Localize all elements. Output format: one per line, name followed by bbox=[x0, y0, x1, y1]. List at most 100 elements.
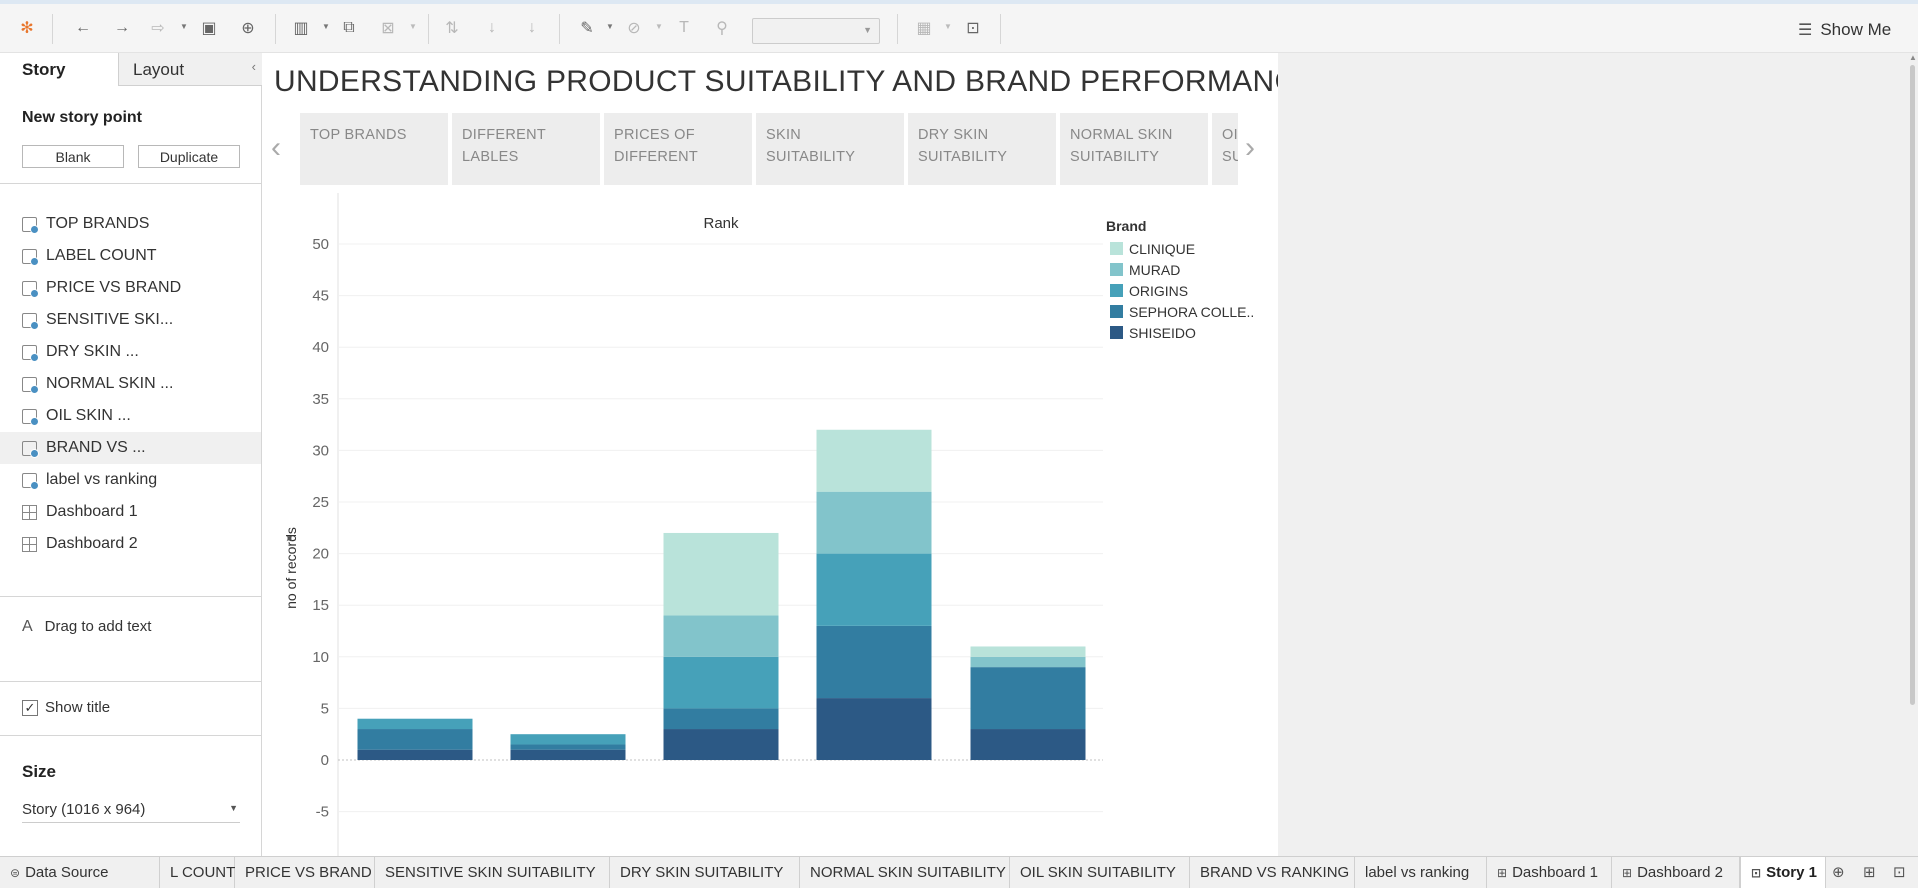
clear-sheet-icon[interactable]: ⊠ bbox=[381, 20, 395, 37]
bar-segment[interactable] bbox=[510, 734, 626, 745]
legend-swatch[interactable] bbox=[1110, 242, 1123, 255]
bar-segment[interactable] bbox=[970, 656, 1086, 668]
highlight-icon[interactable]: ✎ bbox=[580, 20, 594, 37]
bar-segment[interactable] bbox=[357, 718, 473, 730]
new-worksheet-dropdown-icon[interactable]: ▼ bbox=[322, 22, 330, 31]
bar-segment[interactable] bbox=[663, 532, 779, 616]
tab-layout[interactable]: Layout ‹ bbox=[118, 53, 262, 86]
group-dropdown-icon[interactable]: ▼ bbox=[655, 22, 663, 31]
story-point-item[interactable]: NORMAL SKIN ... bbox=[0, 368, 261, 400]
sort-descending-icon[interactable]: ↓ bbox=[528, 19, 536, 36]
bar-segment[interactable] bbox=[816, 553, 932, 626]
story-point-caption[interactable]: PRICES OF DIFFERENT bbox=[604, 113, 754, 185]
group-members-icon[interactable]: ⊘ bbox=[627, 20, 641, 37]
sheet-tab[interactable]: L COUNT bbox=[160, 857, 235, 888]
save-icon[interactable]: ▣ bbox=[201, 20, 217, 37]
replay-icon[interactable]: ⇨ bbox=[151, 20, 165, 37]
story-point-caption[interactable]: DRY SKIN SUITABILITY bbox=[908, 113, 1058, 185]
legend-swatch[interactable] bbox=[1110, 305, 1123, 318]
size-select[interactable]: ▼ Story (1016 x 964) bbox=[22, 801, 240, 823]
story-point-item[interactable]: SENSITIVE SKI... bbox=[0, 304, 261, 336]
story-point-item[interactable]: OIL SKIN ... bbox=[0, 400, 261, 432]
sheet-tab[interactable]: SENSITIVE SKIN SUITABILITY bbox=[375, 857, 610, 888]
collapse-panel-icon[interactable]: ‹ bbox=[251, 59, 256, 74]
clear-sheet-dropdown-icon[interactable]: ▼ bbox=[409, 22, 417, 31]
legend-label[interactable]: SEPHORA COLLE.. bbox=[1129, 304, 1254, 320]
story-point-caption[interactable]: OI SU bbox=[1212, 113, 1238, 185]
legend-label[interactable]: MURAD bbox=[1129, 262, 1180, 278]
bar-segment[interactable] bbox=[970, 667, 1086, 730]
bar-segment[interactable] bbox=[970, 646, 1086, 657]
legend-swatch[interactable] bbox=[1110, 284, 1123, 297]
vertical-scrollbar[interactable]: ▲ bbox=[1908, 53, 1918, 856]
replay-dropdown-icon[interactable]: ▼ bbox=[180, 22, 188, 31]
new-worksheet-icon[interactable]: ⊕ bbox=[1832, 864, 1845, 881]
bar-segment[interactable] bbox=[663, 656, 779, 709]
legend-swatch[interactable] bbox=[1110, 326, 1123, 339]
sheet-tab[interactable]: NORMAL SKIN SUITABILITY bbox=[800, 857, 1010, 888]
bar-segment[interactable] bbox=[816, 698, 932, 760]
story-point-caption[interactable]: NORMAL SKIN SUITABILITY bbox=[1060, 113, 1210, 185]
story-point-item[interactable]: DRY SKIN ... bbox=[0, 336, 261, 368]
duplicate-sheet-icon[interactable]: ⧉ bbox=[343, 19, 355, 36]
sheet-tab[interactable]: BRAND VS RANKING bbox=[1190, 857, 1355, 888]
story-point-item[interactable]: LABEL COUNT bbox=[0, 240, 261, 272]
sheet-tab[interactable]: OIL SKIN SUITABILITY bbox=[1010, 857, 1190, 888]
story-point-caption[interactable]: DIFFERENT LABLES bbox=[452, 113, 602, 185]
show-cards-icon[interactable]: ▦ bbox=[916, 20, 932, 37]
new-data-source-icon[interactable]: ⊕ bbox=[241, 20, 255, 37]
bar-segment[interactable] bbox=[663, 729, 779, 760]
highlight-dropdown-icon[interactable]: ▼ bbox=[606, 22, 614, 31]
previous-story-point-icon[interactable]: ‹ bbox=[271, 131, 281, 164]
legend-label[interactable]: SHISEIDO bbox=[1129, 325, 1196, 341]
legend-swatch[interactable] bbox=[1110, 263, 1123, 276]
story-point-item[interactable]: PRICE VS BRAND bbox=[0, 272, 261, 304]
bar-segment[interactable] bbox=[816, 429, 932, 492]
bar-segment[interactable] bbox=[357, 749, 473, 760]
tableau-logo-icon[interactable]: ✻ bbox=[20, 20, 34, 37]
fit-dropdown[interactable]: ▼ bbox=[752, 18, 880, 44]
bar-segment[interactable] bbox=[663, 708, 779, 730]
new-worksheet-icon[interactable]: ▥ bbox=[293, 20, 309, 37]
blank-button[interactable]: Blank bbox=[22, 145, 124, 168]
bar-segment[interactable] bbox=[970, 729, 1086, 760]
bar-segment[interactable] bbox=[357, 729, 473, 750]
fix-axes-icon[interactable]: ⚲ bbox=[716, 20, 728, 37]
cards-dropdown-icon[interactable]: ▼ bbox=[944, 22, 952, 31]
show-labels-icon[interactable]: T bbox=[679, 19, 689, 36]
story-point-item[interactable]: TOP BRANDS bbox=[0, 208, 261, 240]
scroll-thumb[interactable] bbox=[1910, 65, 1915, 705]
sheet-tab[interactable]: ⊞ Dashboard 1 bbox=[1487, 857, 1612, 888]
swap-rows-columns-icon[interactable]: ⇅ bbox=[445, 20, 459, 37]
legend-label[interactable]: CLINIQUE bbox=[1129, 241, 1195, 257]
drag-to-add-text[interactable]: A Drag to add text bbox=[22, 618, 151, 636]
bar-segment[interactable] bbox=[510, 744, 626, 750]
sheet-tab[interactable]: ⊜ Data Source bbox=[0, 857, 160, 888]
undo-icon[interactable]: ← bbox=[75, 19, 91, 36]
story-point-caption[interactable]: SKIN SUITABILITY bbox=[756, 113, 906, 185]
redo-icon[interactable]: → bbox=[114, 19, 130, 36]
bar-segment[interactable] bbox=[816, 625, 932, 699]
new-story-icon[interactable]: ⊡ bbox=[1893, 864, 1906, 881]
sheet-tab[interactable]: ⊞ Dashboard 2 bbox=[1612, 857, 1740, 888]
sheet-tab[interactable]: label vs ranking bbox=[1355, 857, 1487, 888]
show-me-button[interactable]: ☰ Show Me bbox=[1798, 18, 1891, 42]
scroll-up-icon[interactable]: ▲ bbox=[1909, 53, 1917, 62]
tab-story[interactable]: Story bbox=[0, 53, 118, 86]
bar-segment[interactable] bbox=[510, 749, 626, 760]
sheet-tab[interactable]: ⊡ Story 1 bbox=[1740, 857, 1826, 888]
bar-segment[interactable] bbox=[663, 615, 779, 657]
sheet-tab[interactable]: PRICE VS BRAND bbox=[235, 857, 375, 888]
bar-segment[interactable] bbox=[816, 491, 932, 554]
story-point-item[interactable]: Dashboard 1 bbox=[0, 496, 261, 528]
next-story-point-icon[interactable]: › bbox=[1245, 131, 1255, 164]
story-point-item[interactable]: BRAND VS ... bbox=[0, 432, 261, 464]
presentation-mode-icon[interactable]: ⊡ bbox=[966, 20, 980, 37]
story-point-item[interactable]: Dashboard 2 bbox=[0, 528, 261, 560]
story-point-item[interactable]: label vs ranking bbox=[0, 464, 261, 496]
legend-label[interactable]: ORIGINS bbox=[1129, 283, 1188, 299]
duplicate-button[interactable]: Duplicate bbox=[138, 145, 240, 168]
story-point-caption[interactable]: TOP BRANDS bbox=[300, 113, 450, 185]
sheet-tab[interactable]: DRY SKIN SUITABILITY bbox=[610, 857, 800, 888]
sort-ascending-icon[interactable]: ↓ bbox=[488, 19, 496, 36]
